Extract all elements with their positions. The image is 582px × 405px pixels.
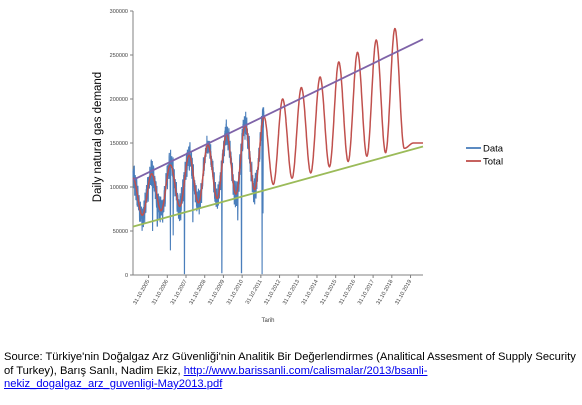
x-tick-label: 31.10.2018	[376, 279, 395, 306]
x-axis-title: Tarih	[261, 318, 274, 324]
x-tick-label: 31.10.2010	[226, 279, 245, 306]
x-tick-label: 31.10.2014	[301, 279, 320, 306]
x-tick-label: 31.10.2015	[319, 279, 338, 306]
caption-text: Source: Türkiye'nin Doğalgaz Arz Güvenli…	[4, 351, 576, 377]
x-tick-label: 31.10.2016	[338, 279, 357, 306]
gas-demand-chart: 0 50000 100000 150000 200000 250000 300000 31.1…	[92, 9, 504, 324]
x-tick-label: 31.10.2012	[263, 279, 282, 306]
x-tick-label: 31.10.2009	[207, 279, 226, 306]
y-tick-label: 200000	[110, 97, 128, 103]
x-tick-label: 31.10.2019	[394, 279, 413, 306]
legend: Data Total	[466, 144, 504, 168]
upper-trend-line	[132, 38, 424, 181]
legend-label-total: Total	[483, 157, 503, 168]
legend-label-data: Data	[483, 144, 504, 155]
x-tick-label: 31.10.2007	[170, 279, 189, 306]
lower-trend-line	[132, 145, 424, 228]
x-tick-label: 31.10.2013	[282, 279, 301, 306]
x-tick-label: 31.10.2011	[245, 279, 264, 305]
x-tick-label: 31.10.2017	[357, 279, 376, 306]
y-tick-label: 100000	[110, 185, 128, 191]
y-axis-title: Daily natural gas demand	[92, 72, 104, 202]
x-tick-label: 31.10.2008	[188, 279, 207, 306]
y-tick-label: 300000	[110, 9, 128, 15]
series-data-line	[132, 107, 265, 275]
source-link[interactable]: http://www.barissanli.com/calismalar/201…	[4, 364, 428, 391]
y-tick-label: 150000	[110, 141, 128, 147]
y-tick-label: 50000	[113, 229, 128, 235]
y-tick-label: 250000	[110, 53, 128, 59]
series-total-line	[132, 27, 423, 217]
x-tick-label: 31.10.2006	[151, 279, 170, 306]
y-tick-label: 0	[125, 273, 128, 279]
source-caption: Source: Türkiye'nin Doğalgaz Arz Güvenli…	[4, 351, 580, 392]
x-tick-label: 31.10.2005	[132, 279, 151, 306]
